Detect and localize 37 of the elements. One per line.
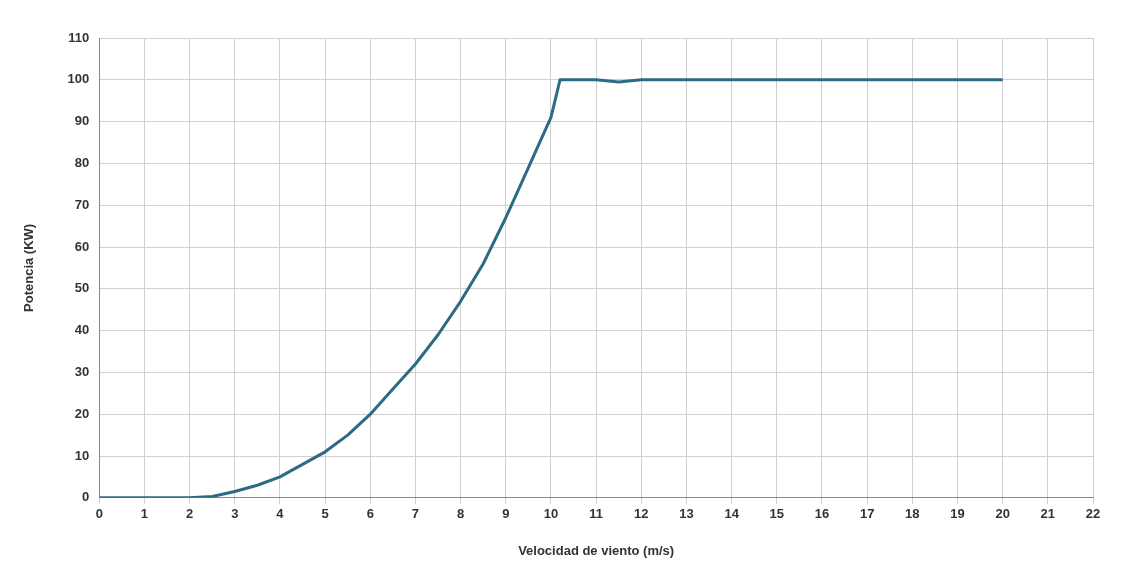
y-axis-title: Potencia (KW)	[21, 223, 37, 312]
y-tick-label: 50	[74, 280, 90, 296]
y-tick-label: 60	[74, 238, 90, 254]
x-tick-label: 18	[905, 506, 920, 522]
y-tick-label: 80	[74, 154, 90, 170]
x-tick-label: 17	[859, 506, 875, 522]
y-tick-label: 100	[67, 71, 90, 87]
x-tick-label: 1	[140, 506, 149, 522]
y-tick-label: 70	[74, 196, 90, 212]
x-tick-label: 2	[186, 506, 194, 522]
x-tick-label: 4	[276, 506, 285, 522]
x-tick-label: 8	[457, 506, 465, 522]
x-tick-label: 19	[950, 506, 965, 522]
x-tick-label: 14	[724, 506, 740, 522]
x-axis-title: Velocidad de viento (m/s)	[518, 542, 675, 558]
x-tick-label: 16	[814, 506, 830, 522]
y-tick-label: 40	[74, 322, 90, 338]
y-tick-label: 0	[82, 489, 90, 505]
x-tick-label: 11	[589, 506, 604, 522]
y-tick-label: 90	[74, 113, 90, 129]
x-tick-label: 13	[679, 506, 694, 522]
x-tick-label: 0	[95, 506, 103, 522]
x-tick-label: 20	[995, 506, 1010, 522]
y-tick-label: 10	[74, 447, 90, 463]
x-tick-label: 12	[634, 506, 649, 522]
x-tick-label: 5	[321, 506, 329, 522]
y-tick-label: 110	[68, 29, 90, 45]
x-tick-label: 6	[366, 506, 374, 522]
y-tick-label: 30	[74, 363, 90, 379]
x-tick-label: 15	[769, 506, 785, 522]
x-tick-label: 9	[502, 506, 510, 522]
y-tick-label: 20	[74, 405, 90, 421]
x-tick-label: 10	[543, 506, 559, 522]
x-tick-label: 21	[1040, 506, 1056, 522]
x-tick-label: 22	[1085, 506, 1101, 522]
x-tick-label: 7	[411, 506, 420, 522]
x-tick-label: 3	[231, 506, 239, 522]
